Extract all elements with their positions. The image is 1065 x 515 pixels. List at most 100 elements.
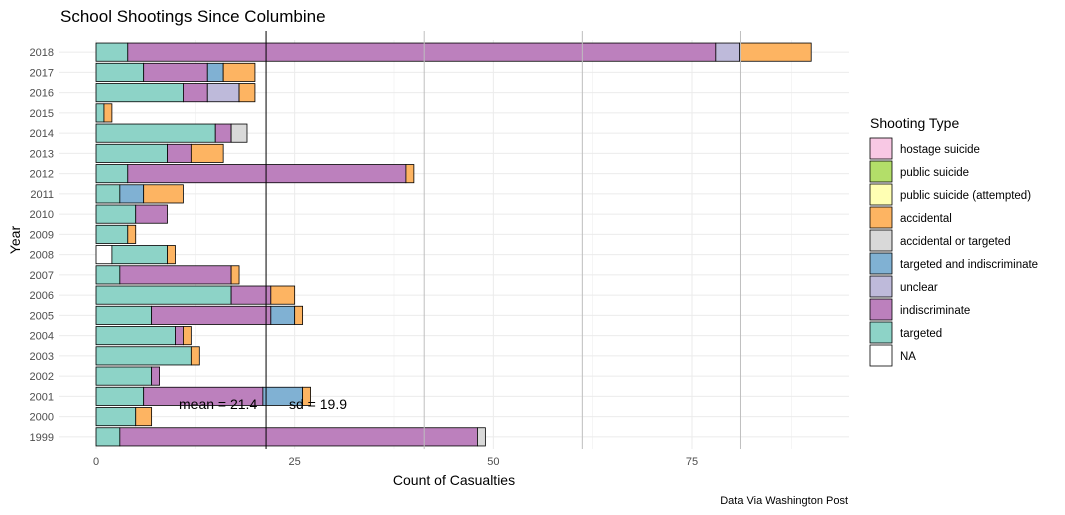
y-tick-label: 2015	[30, 108, 54, 120]
y-tick-label: 2011	[30, 189, 54, 201]
bar-segment-indiscriminate	[127, 164, 407, 184]
y-tick-label: 2003	[30, 351, 54, 363]
legend-label: NA	[900, 351, 916, 363]
legend-swatch	[869, 206, 893, 229]
bar-segment-indiscriminate	[167, 143, 192, 163]
bar-segment-targeted	[95, 184, 121, 204]
bar-segment-accidental	[302, 386, 311, 406]
legend-swatch	[869, 321, 893, 344]
y-tick-label: 2004	[30, 331, 54, 343]
bar-segment-targeted	[95, 427, 121, 447]
legend-label: unclear	[900, 282, 938, 294]
bar-segment-accidental	[190, 143, 224, 163]
bar-segment-targeted	[95, 326, 176, 346]
bar-segment-indiscriminate	[175, 326, 184, 346]
bar-segment-targeted	[95, 366, 153, 386]
legend-label: public suicide	[900, 167, 969, 179]
y-tick-label: 2010	[30, 209, 54, 221]
y-tick-label: 2001	[30, 391, 54, 403]
bar-segment-targeted	[95, 386, 145, 406]
bar-segment-targeted	[95, 83, 184, 103]
bar-segment-targeted-and-indiscriminate	[119, 184, 145, 204]
y-tick-label: 2002	[30, 371, 54, 383]
bar-segment-targeted	[95, 62, 145, 82]
bar-segment-indiscriminate	[119, 265, 232, 285]
bar-segment-accidental	[103, 103, 113, 123]
bar-segment-indiscriminate	[214, 123, 232, 143]
legend-swatch	[869, 344, 893, 367]
bar-segment-accidental	[230, 265, 240, 285]
bar-segment-accidental	[222, 62, 256, 82]
bar-segment-targeted	[95, 204, 137, 224]
chart-title: School Shootings Since Columbine	[60, 7, 326, 26]
bar-segment-indiscriminate	[151, 305, 272, 325]
bar-segment-accidental	[190, 346, 200, 366]
bar-segment-targeted	[95, 103, 105, 123]
bar-segment-targeted	[95, 42, 129, 62]
legend-swatch	[869, 252, 893, 275]
mean-annotation: mean = 21.4	[179, 396, 257, 412]
x-tick-label: 0	[93, 456, 99, 468]
legend-swatch	[869, 137, 893, 160]
y-tick-label: 2000	[30, 412, 54, 424]
bar-segment-accidental	[135, 407, 153, 427]
bar-segment-targeted	[95, 305, 153, 325]
y-tick-label: 1999	[30, 432, 54, 444]
legend-label: accidental or targeted	[900, 236, 1011, 248]
bar-segment-targeted	[95, 143, 168, 163]
bar-segment-accidental	[238, 83, 256, 103]
caption: Data Via Washington Post	[720, 495, 848, 507]
sd-annotation: sd = 19.9	[289, 396, 347, 412]
bar-segment-accidental	[739, 42, 812, 62]
bars-layer	[95, 42, 812, 447]
y-tick-label: 2017	[30, 67, 54, 79]
y-tick-label: 2012	[30, 169, 54, 181]
y-tick-label: 2013	[30, 148, 54, 160]
x-axis-label: Count of Casualties	[393, 472, 515, 488]
y-tick-label: 2007	[30, 270, 54, 282]
legend-label: targeted and indiscriminate	[900, 259, 1038, 271]
bar-segment-accidental-or-targeted	[230, 123, 248, 143]
bar-segment-indiscriminate	[151, 366, 160, 386]
bar-segment-indiscriminate	[127, 42, 717, 62]
legend-title: Shooting Type	[870, 115, 959, 131]
y-tick-label: 2016	[30, 88, 54, 100]
legend-swatch	[869, 229, 893, 252]
bar-segment-targeted	[95, 265, 121, 285]
x-tick-label: 50	[487, 456, 499, 468]
bar-segment-indiscriminate	[135, 204, 168, 224]
bar-segment-targeted	[95, 224, 129, 244]
legend: hostage suicide public suicide public suic…	[869, 137, 1038, 367]
bar-segment-unclear	[206, 83, 240, 103]
bar-segment-accidental	[143, 184, 184, 204]
bar-segment-targeted	[95, 164, 129, 184]
bar-segment-accidental	[294, 305, 304, 325]
y-axis-label: Year	[7, 226, 23, 255]
legend-swatch	[869, 275, 893, 298]
y-tick-label: 2006	[30, 290, 54, 302]
y-tick-label: 2008	[30, 250, 54, 262]
bar-segment-unclear	[715, 42, 741, 62]
bar-segment-targeted	[95, 407, 137, 427]
bar-segment-targeted	[95, 123, 216, 143]
bar-segment-indiscriminate	[183, 83, 208, 103]
legend-label: targeted	[900, 328, 942, 340]
bar-segment-accidental	[270, 285, 296, 305]
bar-segment-accidental	[167, 245, 176, 265]
bar-segment-indiscriminate	[143, 62, 208, 82]
bar-segment-targeted-and-indiscriminate	[206, 62, 224, 82]
legend-label: accidental	[900, 213, 952, 225]
bar-segment-indiscriminate	[230, 285, 272, 305]
bar-segment-accidental-or-targeted	[477, 427, 486, 447]
legend-label: indiscriminate	[900, 305, 970, 317]
bar-segment-accidental	[127, 224, 137, 244]
x-tick-label: 75	[686, 456, 698, 468]
legend-label: public suicide (attempted)	[900, 190, 1031, 202]
bar-segment-targeted-and-indiscriminate	[270, 305, 296, 325]
bar-segment-accidental	[405, 164, 415, 184]
bar-segment-targeted	[111, 245, 168, 265]
y-tick-label: 2018	[30, 47, 54, 59]
legend-swatch	[869, 298, 893, 321]
bar-segment-accidental	[183, 326, 192, 346]
